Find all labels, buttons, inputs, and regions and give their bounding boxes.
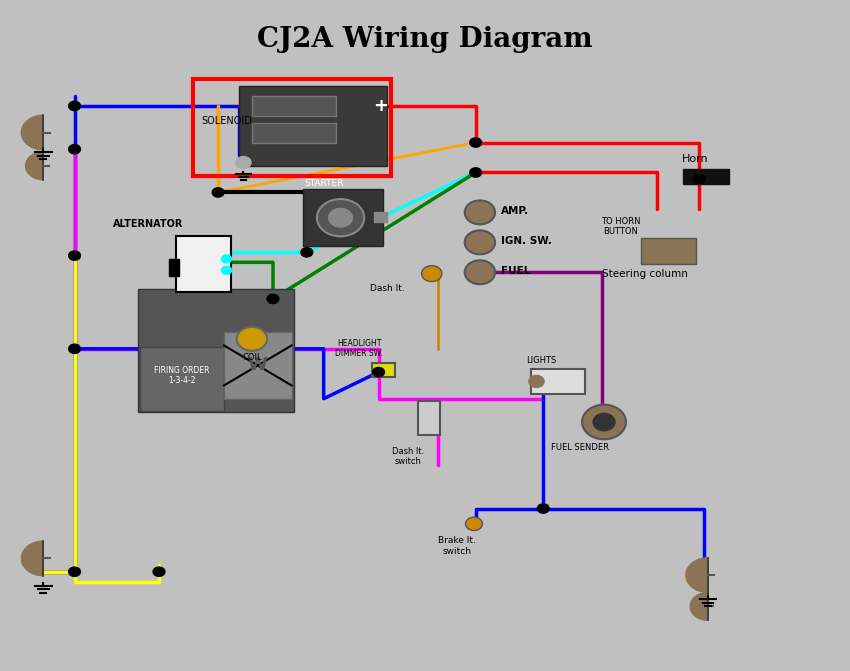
Polygon shape xyxy=(21,115,43,150)
Text: LIGHTS: LIGHTS xyxy=(526,356,557,365)
Circle shape xyxy=(465,201,495,224)
Text: Dash lt.: Dash lt. xyxy=(370,284,405,293)
Text: TO HORN
BUTTON: TO HORN BUTTON xyxy=(601,217,641,236)
Text: FUEL SENDER: FUEL SENDER xyxy=(551,444,609,452)
Polygon shape xyxy=(26,152,43,180)
Circle shape xyxy=(466,517,483,531)
Polygon shape xyxy=(686,558,708,592)
Bar xyxy=(530,369,586,394)
Circle shape xyxy=(222,266,231,274)
Circle shape xyxy=(212,188,224,197)
Bar xyxy=(252,123,337,142)
Bar xyxy=(641,238,696,264)
Text: FUEL: FUEL xyxy=(501,266,530,276)
Circle shape xyxy=(222,255,231,263)
Circle shape xyxy=(69,144,81,154)
Text: STARTER: STARTER xyxy=(304,179,343,189)
Bar xyxy=(252,96,337,116)
Text: FIRING ORDER
1-3-4-2: FIRING ORDER 1-3-4-2 xyxy=(154,366,210,385)
Circle shape xyxy=(69,344,81,354)
Circle shape xyxy=(465,260,495,285)
Circle shape xyxy=(301,248,313,257)
Circle shape xyxy=(529,376,544,387)
Bar xyxy=(193,79,391,176)
Text: Dash lt.
switch: Dash lt. switch xyxy=(392,447,424,466)
Circle shape xyxy=(235,156,251,168)
Text: IGN. SW.: IGN. SW. xyxy=(501,236,552,246)
Circle shape xyxy=(236,327,267,351)
Text: +: + xyxy=(374,97,388,115)
Circle shape xyxy=(465,230,495,254)
Circle shape xyxy=(153,567,165,576)
Circle shape xyxy=(372,368,384,376)
Circle shape xyxy=(694,174,705,184)
Bar xyxy=(239,86,387,166)
Bar xyxy=(683,169,729,184)
Circle shape xyxy=(422,266,442,282)
Text: Brake lt.
switch: Brake lt. switch xyxy=(438,536,476,556)
Bar xyxy=(374,213,387,222)
Text: HEADLIGHT
DIMMER SW.: HEADLIGHT DIMMER SW. xyxy=(335,339,383,358)
Circle shape xyxy=(69,101,81,111)
Circle shape xyxy=(593,413,615,431)
Text: COIL: COIL xyxy=(243,353,263,362)
Text: SOLENOID: SOLENOID xyxy=(201,116,252,126)
Circle shape xyxy=(329,209,353,227)
Circle shape xyxy=(470,138,482,147)
Bar xyxy=(418,401,440,435)
Circle shape xyxy=(267,295,279,303)
Bar xyxy=(138,289,294,412)
Circle shape xyxy=(582,405,626,440)
Circle shape xyxy=(69,251,81,260)
Circle shape xyxy=(317,199,364,236)
Circle shape xyxy=(537,504,549,513)
Polygon shape xyxy=(21,541,43,576)
Polygon shape xyxy=(690,592,708,620)
Bar xyxy=(371,363,395,377)
Text: Steering column: Steering column xyxy=(602,269,688,279)
Bar xyxy=(303,189,382,246)
Text: CJ2A Wiring Diagram: CJ2A Wiring Diagram xyxy=(258,26,592,53)
Bar xyxy=(176,236,231,293)
Circle shape xyxy=(470,168,482,177)
Text: Horn: Horn xyxy=(682,154,709,164)
Circle shape xyxy=(69,567,81,576)
Bar xyxy=(169,259,179,276)
Bar xyxy=(224,332,292,399)
Bar xyxy=(139,348,224,411)
Text: ALTERNATOR: ALTERNATOR xyxy=(112,219,183,229)
Text: AMP.: AMP. xyxy=(501,206,529,216)
Text: W: W xyxy=(248,356,268,374)
